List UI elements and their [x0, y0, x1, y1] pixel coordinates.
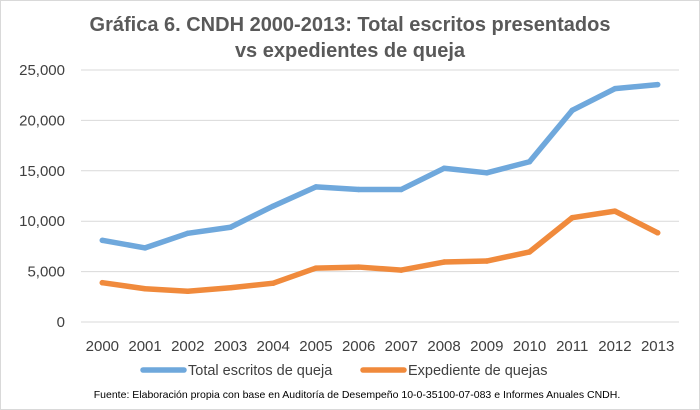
data-point — [569, 214, 575, 221]
data-point — [654, 81, 661, 88]
x-tick-label: 2000 — [86, 338, 119, 355]
x-tick-label: 2006 — [342, 338, 375, 355]
data-point — [526, 158, 533, 165]
x-tick-label: 2009 — [470, 338, 503, 355]
data-point — [313, 184, 319, 190]
x-tick-label: 2004 — [257, 338, 290, 355]
data-point — [142, 245, 148, 251]
x-tick-label: 2008 — [427, 338, 460, 355]
x-tick-label: 2012 — [598, 338, 631, 355]
series-line-1 — [99, 208, 661, 295]
data-point — [227, 284, 234, 291]
data-point — [355, 186, 362, 193]
data-point — [99, 237, 106, 244]
y-tick-label: 25,000 — [19, 62, 65, 79]
data-point — [398, 186, 405, 193]
series-lines — [99, 81, 661, 295]
x-tick-label: 2010 — [513, 338, 546, 355]
data-point — [441, 259, 447, 265]
x-tick-label: 2001 — [128, 338, 161, 355]
x-tick-label: 2003 — [214, 338, 247, 355]
data-point — [484, 258, 490, 264]
chart-source-note: Fuente: Elaboración propia con base en A… — [94, 389, 621, 401]
data-point — [270, 280, 276, 286]
data-point — [142, 285, 148, 292]
series-line-0 — [99, 81, 661, 251]
legend-label-expediente-quejas: Expediente de quejas — [408, 363, 547, 379]
y-tick-label: 15,000 — [19, 163, 65, 180]
data-point — [185, 288, 191, 295]
x-tick-label: 2011 — [556, 338, 588, 355]
y-tick-label: 20,000 — [19, 112, 65, 129]
data-point — [484, 170, 490, 176]
chart-title-line-2: vs expedientes de queja — [235, 40, 466, 62]
y-tick-label: 0 — [57, 314, 65, 331]
x-tick-label: 2005 — [299, 338, 332, 355]
data-point — [355, 264, 362, 270]
data-point — [612, 85, 618, 92]
x-tick-label: 2013 — [641, 338, 674, 355]
grid-lines — [81, 69, 679, 323]
x-axis-ticks: 2000 2001 2002 2003 2004 2005 2006 2007 2008 2009… — [86, 338, 675, 355]
data-point — [612, 208, 618, 214]
data-point — [654, 230, 661, 236]
data-point — [569, 107, 575, 114]
data-point — [270, 203, 276, 209]
data-point — [227, 224, 234, 230]
legend: Total escritos de queja Expediente de qu… — [140, 363, 547, 379]
x-tick-label: 2002 — [171, 338, 204, 355]
data-point — [526, 249, 533, 255]
data-point — [99, 279, 106, 286]
y-axis-ticks: 0 5,000 10,000 15,000 20,000 25,000 — [19, 62, 65, 331]
data-point — [398, 267, 405, 273]
y-tick-label: 10,000 — [19, 213, 65, 230]
x-tick-label: 2007 — [385, 338, 418, 355]
legend-label-total-escritos: Total escritos de queja — [188, 363, 333, 379]
data-point — [185, 230, 191, 237]
data-point — [441, 165, 447, 172]
y-tick-label: 5,000 — [27, 264, 65, 281]
chart-title-line-1: Gráfica 6. CNDH 2000-2013: Total escrito… — [90, 14, 611, 36]
data-point — [313, 265, 319, 271]
